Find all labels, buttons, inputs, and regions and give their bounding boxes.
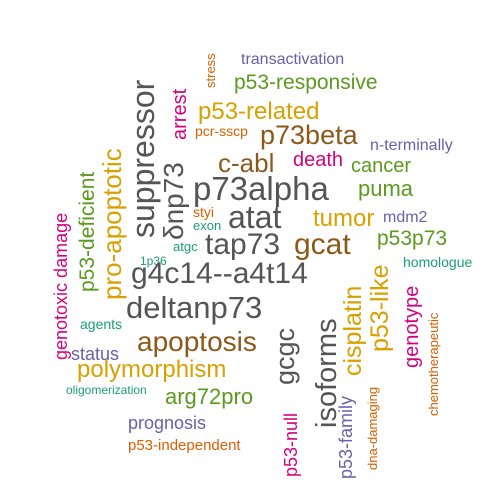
cloud-word: gcgc	[270, 327, 300, 385]
cloud-word: status	[71, 344, 120, 364]
cloud-word: suppressor	[125, 79, 161, 238]
cloud-word: n-terminally	[370, 137, 453, 154]
cloud-word: mdm2	[383, 209, 428, 226]
cloud-word: p53-like	[366, 264, 394, 352]
cloud-word: atat	[228, 199, 282, 235]
cloud-word: transactivation	[241, 51, 345, 68]
cloud-word: tumor	[313, 205, 375, 232]
cloud-word: prognosis	[128, 413, 207, 433]
cloud-word: genotype	[401, 285, 423, 368]
cloud-word: puma	[358, 176, 414, 201]
cloud-word: chemotherapeutic	[426, 312, 441, 416]
cloud-word: δnp73	[158, 162, 189, 240]
cloud-word: death	[293, 149, 344, 171]
cloud-word: oligomerization	[66, 383, 147, 397]
cloud-word: p53-independent	[128, 437, 241, 454]
cloud-word: agents	[80, 316, 123, 332]
cloud-word: tap73	[205, 228, 281, 261]
cloud-word: arrest	[169, 88, 191, 140]
cloud-word: p53-deficient	[76, 171, 99, 292]
cloud-word: genotoxic damage	[51, 212, 71, 360]
cloud-word: arg72pro	[165, 384, 254, 409]
cloud-word: exon	[193, 218, 222, 233]
cloud-word: stress	[203, 53, 218, 88]
cloud-word: homologue	[403, 254, 473, 270]
cloud-word: c-abl	[218, 148, 275, 178]
cloud-word: deltanp73	[126, 290, 263, 325]
cloud-word: p53p73	[377, 227, 448, 250]
cloud-word: p73beta	[260, 120, 358, 150]
cloud-word: pcr-sscp	[195, 123, 248, 139]
cloud-word: polymorphism	[77, 356, 227, 383]
cloud-word: p53-null	[281, 412, 301, 477]
cloud-word: p53-related	[198, 98, 320, 125]
cloud-word: gcat	[294, 228, 351, 261]
cloud-word: pro-apoptotic	[97, 148, 127, 300]
cloud-word: styi	[193, 204, 214, 220]
cloud-word: p53-family	[336, 395, 356, 479]
cloud-word: cancer	[351, 155, 412, 177]
cloud-word: 1p36	[140, 254, 167, 268]
cloud-word: atgc	[173, 239, 198, 254]
cloud-word: dna-damaging	[365, 386, 380, 470]
cloud-word: g4c14--a4t14	[131, 257, 308, 290]
cloud-word: apoptosis	[137, 326, 257, 357]
cloud-word: p73alpha	[193, 170, 329, 207]
cloud-word: cisplatin	[339, 285, 367, 376]
cloud-word: p53-responsive	[234, 71, 378, 94]
